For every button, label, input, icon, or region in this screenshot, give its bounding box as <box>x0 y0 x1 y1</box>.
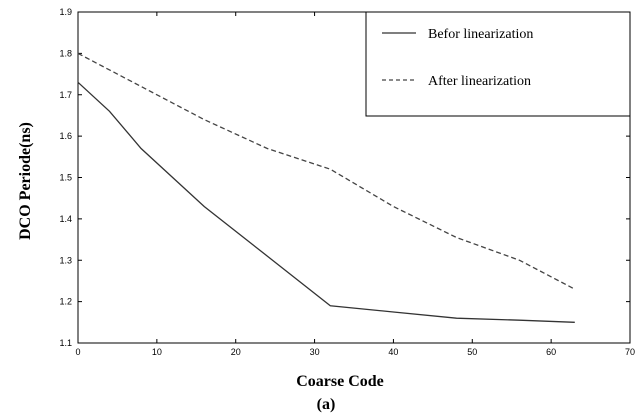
legend-label: After linearization <box>428 74 531 89</box>
x-tick-label: 40 <box>388 347 398 357</box>
y-tick-label: 1.7 <box>59 90 72 100</box>
y-tick-label: 1.6 <box>59 131 72 141</box>
y-tick-label: 1.5 <box>59 173 72 183</box>
x-tick-label: 50 <box>467 347 477 357</box>
series-lines <box>77 52 576 323</box>
y-tick-label: 1.9 <box>59 7 72 17</box>
x-axis-title: Coarse Code <box>296 373 384 390</box>
x-tick-label: 30 <box>310 347 320 357</box>
series-line-after-linearization <box>77 52 576 290</box>
y-tick-label: 1.4 <box>59 214 72 224</box>
y-axis-ticks: 1.1 1.2 1.3 1.4 1.5 1.6 1.7 1.8 1.9 <box>59 7 630 348</box>
series-line-befor-linearization <box>77 81 575 323</box>
x-tick-label: 20 <box>231 347 241 357</box>
y-tick-label: 1.3 <box>59 255 72 265</box>
y-tick-label: 1.2 <box>59 297 72 307</box>
x-tick-label: 0 <box>75 347 80 357</box>
y-axis-title: DCO Periode(ns) <box>17 122 34 240</box>
legend-label: Befor linearization <box>428 27 533 42</box>
legend: Befor linearization After linearization <box>365 11 631 117</box>
y-tick-label: 1.1 <box>59 338 72 348</box>
legend-box <box>365 11 631 117</box>
x-tick-label: 60 <box>546 347 556 357</box>
x-tick-label: 10 <box>152 347 162 357</box>
figure-caption: (a) <box>317 396 336 413</box>
x-tick-label: 70 <box>625 347 635 357</box>
y-tick-label: 1.8 <box>59 48 72 58</box>
